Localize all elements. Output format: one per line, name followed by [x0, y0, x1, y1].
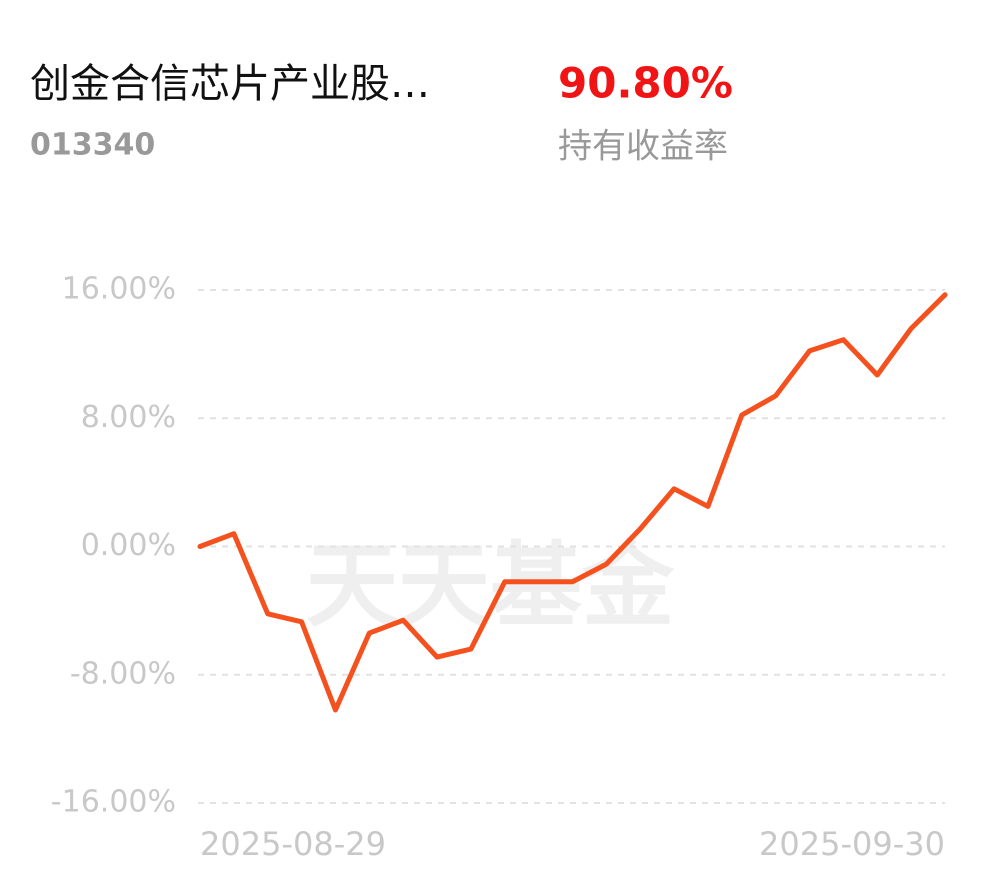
y-tick-label: 8.00%	[81, 400, 176, 435]
return-value: 90.80%	[558, 59, 733, 108]
return-label: 持有收益率	[558, 127, 728, 167]
y-tick-label: -8.00%	[70, 656, 176, 691]
x-tick-label: 2025-08-29	[200, 825, 386, 863]
watermark: 天天基金	[306, 532, 675, 639]
fund-name: 创金合信芯片产业股…	[30, 61, 430, 107]
x-tick-label: 2025-09-30	[759, 825, 945, 863]
line-series	[197, 292, 948, 713]
y-tick-label: -16.00%	[51, 785, 176, 820]
y-tick-label: 0.00%	[81, 528, 176, 563]
y-tick-label: 16.00%	[62, 272, 176, 307]
fund-code: 013340	[30, 128, 155, 163]
